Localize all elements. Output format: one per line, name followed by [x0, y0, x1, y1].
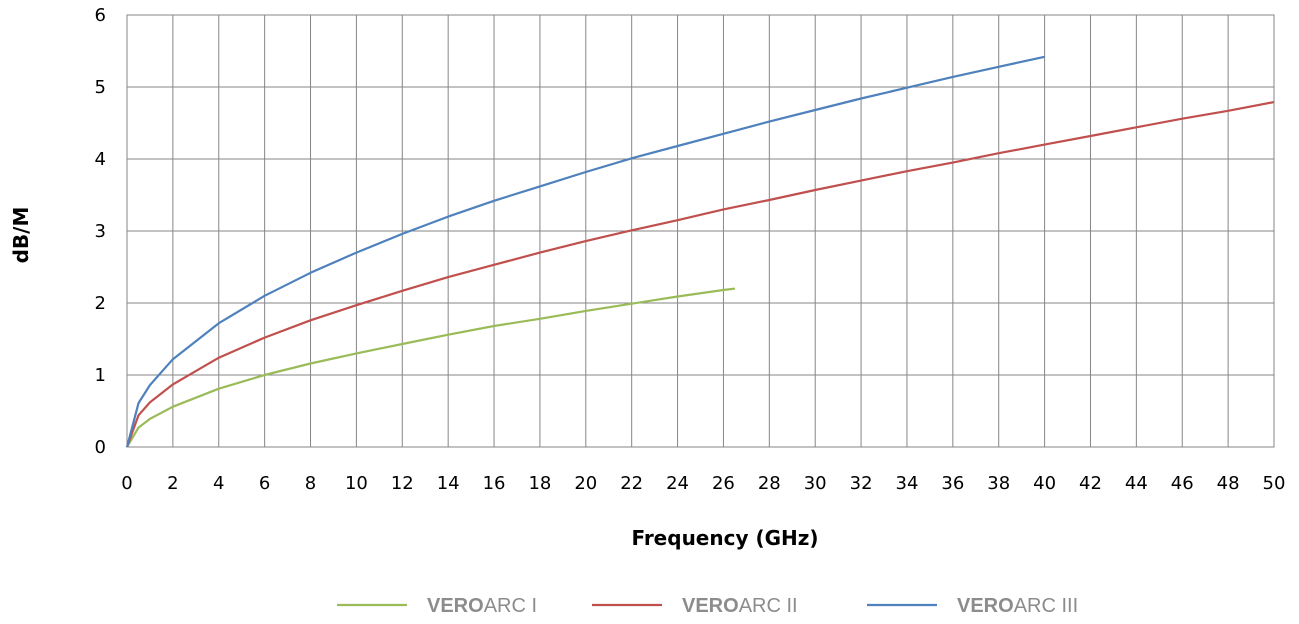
x-tick-label: 34	[896, 473, 919, 494]
x-tick-label: 18	[528, 473, 551, 494]
x-tick-label: 42	[1079, 473, 1102, 494]
x-tick-label: 30	[804, 473, 827, 494]
x-tick-label: 0	[121, 473, 132, 494]
y-tick-label: 2	[95, 293, 106, 314]
plot-border	[126, 14, 1275, 448]
y-tick-label: 5	[95, 77, 106, 98]
y-axis-title: dB/M	[9, 207, 33, 264]
x-tick-label: 48	[1217, 473, 1240, 494]
y-tick-label: 4	[95, 149, 106, 170]
x-tick-label: 16	[483, 473, 506, 494]
legend-label-1: VEROARC I	[427, 595, 537, 617]
x-tick-label: 46	[1171, 473, 1194, 494]
x-tick-label: 10	[345, 473, 368, 494]
series-lines	[125, 55, 1275, 448]
x-tick-label: 44	[1125, 473, 1148, 494]
x-tick-label: 32	[850, 473, 873, 494]
x-tick-label: 12	[391, 473, 414, 494]
x-tick-label: 20	[574, 473, 597, 494]
x-tick-label: 4	[213, 473, 224, 494]
y-tick-label: 3	[95, 221, 106, 242]
y-axis-ticks: 0 1 2 3 4 5 6	[95, 5, 106, 458]
x-axis-title: Frequency (GHz)	[631, 526, 818, 550]
x-tick-label: 40	[1033, 473, 1056, 494]
x-axis-ticks: 0 2 4 6 8 10 12 14 16 18 20 22 24 26 28 30 32 34 36 38 40 42 4…	[121, 473, 1285, 494]
x-tick-label: 38	[987, 473, 1010, 494]
x-tick-label: 2	[167, 473, 178, 494]
x-tick-label: 50	[1263, 473, 1286, 494]
x-tick-label: 6	[259, 473, 270, 494]
x-tick-label: 28	[758, 473, 781, 494]
series-line-2	[125, 101, 1275, 448]
x-tick-label: 26	[712, 473, 735, 494]
y-tick-label: 6	[95, 5, 106, 26]
legend: VEROARC I VEROARC II VEROARC III	[337, 595, 1078, 617]
y-tick-label: 1	[95, 365, 106, 386]
x-tick-label: 24	[666, 473, 689, 494]
grid-lines	[126, 14, 1275, 448]
legend-label-2: VEROARC II	[682, 595, 798, 617]
y-tick-label: 0	[95, 437, 106, 458]
series-line-1	[126, 287, 736, 448]
x-tick-label: 8	[305, 473, 316, 494]
legend-label-3: VEROARC III	[957, 595, 1078, 617]
plot-area	[126, 14, 1275, 448]
x-tick-label: 14	[437, 473, 460, 494]
x-tick-label: 36	[941, 473, 964, 494]
series-line-3	[125, 55, 1045, 448]
x-tick-label: 22	[620, 473, 643, 494]
